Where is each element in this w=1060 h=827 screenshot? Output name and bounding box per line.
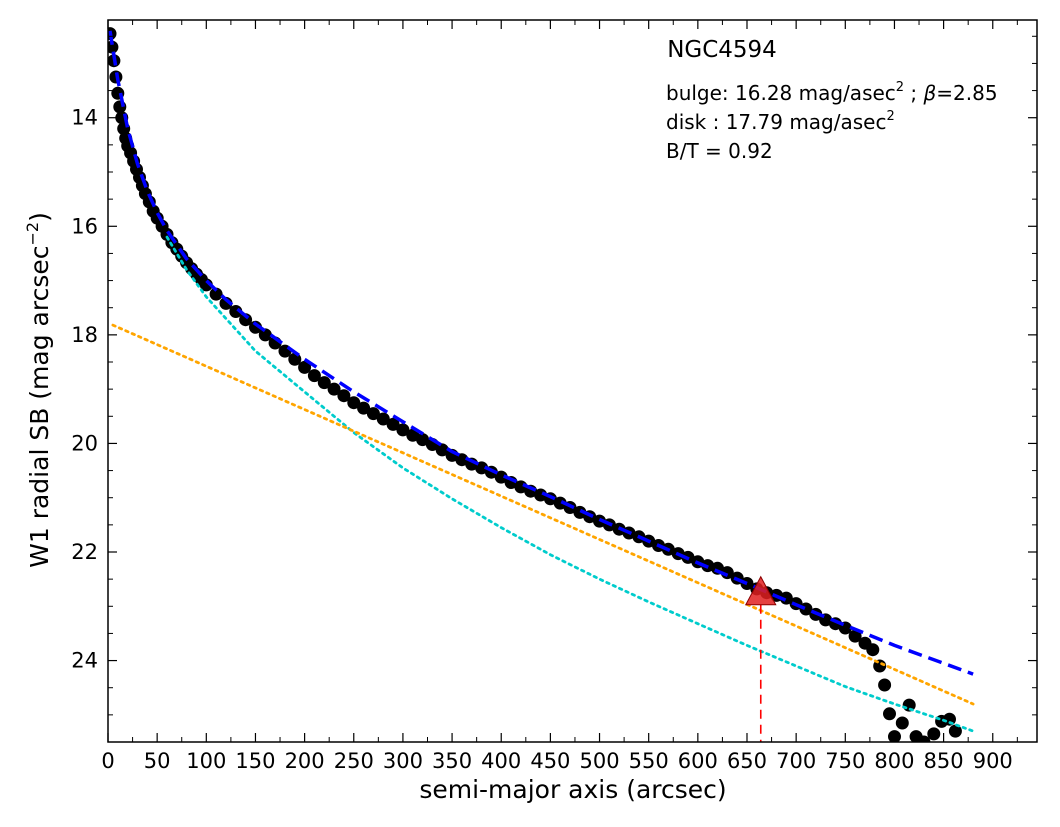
y-tick-label: 22 — [71, 540, 98, 564]
profile-point — [317, 376, 331, 390]
x-tick-label: 150 — [235, 749, 275, 773]
x-tick-label: 650 — [727, 749, 767, 773]
plot-frame — [107, 19, 1038, 743]
profile-point — [866, 643, 880, 657]
disk-annotation: disk : 17.79 mag/asec2 — [666, 109, 895, 134]
x-axis-title: semi-major axis (arcsec) — [419, 775, 726, 804]
disk-model-line — [111, 323, 975, 706]
x-tick-label: 450 — [530, 749, 570, 773]
profile-point — [376, 412, 390, 426]
profile-point — [917, 735, 931, 742]
profile-point — [337, 389, 351, 403]
profile-point — [327, 382, 341, 396]
x-tick-label: 0 — [101, 749, 114, 773]
x-tick-label: 350 — [432, 749, 472, 773]
x-tick-label: 100 — [186, 749, 226, 773]
x-tick-label: 50 — [144, 749, 171, 773]
y-axis-title: W1 radial SB (mag arcsec−2) — [23, 212, 54, 568]
profile-point — [307, 369, 321, 383]
bt-annotation: B/T = 0.92 — [666, 139, 773, 163]
y-tick-label: 24 — [71, 649, 98, 673]
x-tick-label: 700 — [776, 749, 816, 773]
profile-point — [258, 328, 272, 342]
profile-point — [883, 707, 896, 721]
x-tick-label: 250 — [334, 749, 374, 773]
profile-point — [927, 727, 941, 741]
profile-point — [878, 678, 892, 692]
total-model-line — [108, 30, 974, 676]
profile-point — [386, 417, 400, 431]
profile-point — [396, 423, 410, 437]
x-tick-label: 550 — [629, 749, 669, 773]
profile-point — [347, 396, 361, 410]
x-tick-label: 200 — [285, 749, 325, 773]
x-tick-label: 300 — [383, 749, 423, 773]
profile-point — [366, 407, 380, 421]
profile-point — [357, 401, 371, 415]
x-tick-label: 800 — [874, 749, 914, 773]
bulge-annotation: bulge: 16.28 mag/asec2 ; β=2.85 — [666, 80, 998, 105]
bulge-model-line — [165, 235, 975, 733]
x-tick-label: 400 — [481, 749, 521, 773]
profile-point — [895, 716, 909, 730]
y-tick-label: 20 — [71, 431, 98, 455]
y-tick-label: 18 — [71, 323, 98, 347]
ticks-layer: 0 50 100 150 200 250 300 350 400 450 500 550 600 650 7… — [71, 20, 1037, 773]
x-tick-label: 500 — [579, 749, 619, 773]
profile-point — [298, 360, 312, 374]
marker-triangle — [744, 575, 777, 606]
y-tick-label: 14 — [71, 106, 98, 130]
x-tick-label: 850 — [924, 749, 964, 773]
chart-title: NGC4594 — [667, 37, 777, 63]
series-layer — [108, 27, 975, 742]
x-tick-label: 600 — [678, 749, 718, 773]
x-tick-label: 900 — [973, 749, 1013, 773]
x-tick-label: 750 — [825, 749, 865, 773]
y-tick-label: 16 — [71, 214, 98, 238]
